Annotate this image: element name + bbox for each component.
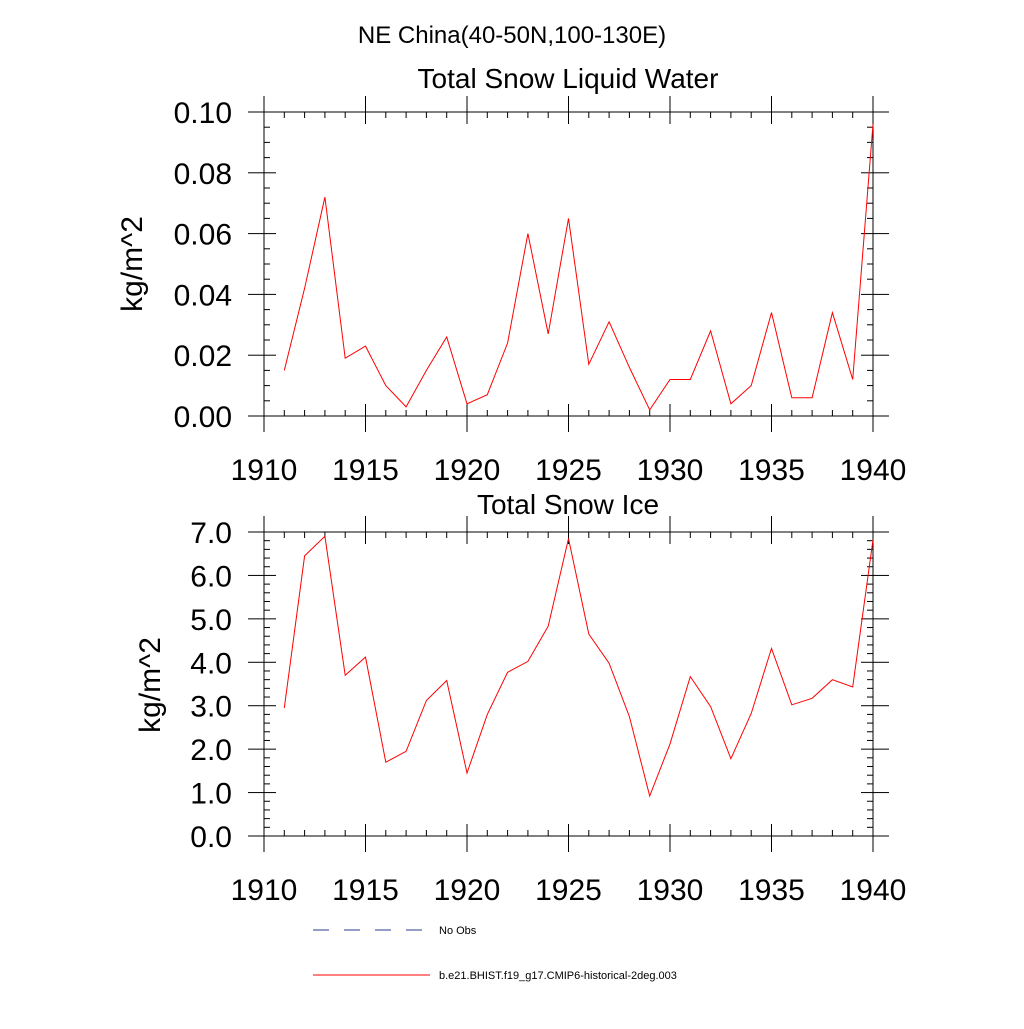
x-tick-label: 1915 — [332, 454, 399, 487]
y-tick-label: 0.0 — [190, 821, 232, 854]
x-tick-label: 1930 — [637, 454, 704, 487]
y-tick-label: 0.02 — [174, 340, 232, 373]
y-tick-label: 0.10 — [174, 97, 232, 130]
y-axis-label: kg/m^2 — [134, 637, 167, 733]
y-axis-label: kg/m^2 — [116, 216, 149, 312]
y-tick-label: 7.0 — [190, 517, 232, 550]
legend-label-model: b.e21.BHIST.f19_g17.CMIP6-historical-2de… — [439, 970, 677, 982]
x-tick-label: 1910 — [231, 454, 298, 487]
x-tick-label: 1915 — [332, 874, 399, 907]
series-line-0 — [283, 124, 874, 411]
legend: No Obs b.e21.BHIST.f19_g17.CMIP6-histori… — [313, 925, 677, 982]
series-line-0 — [283, 535, 874, 798]
x-tick-label: 1925 — [535, 454, 602, 487]
x-tick-label: 1930 — [637, 874, 704, 907]
x-tick-label: 1920 — [434, 454, 501, 487]
y-tick-label: 5.0 — [190, 604, 232, 637]
y-tick-label: 1.0 — [190, 778, 232, 811]
x-tick-label: 1920 — [434, 874, 501, 907]
y-tick-label: 4.0 — [190, 647, 232, 680]
y-tick-label: 0.06 — [174, 219, 232, 252]
y-tick-label: 0.08 — [174, 158, 232, 191]
legend-label-no-obs: No Obs — [439, 925, 477, 937]
y-tick-label: 6.0 — [190, 560, 232, 593]
x-tick-label: 1925 — [535, 874, 602, 907]
y-tick-label: 0.04 — [174, 279, 232, 312]
panel-title: Total Snow Liquid Water — [418, 63, 719, 94]
y-tick-label: 0.00 — [174, 401, 232, 434]
panel-snow-ice: Total Snow Ice kg/m^2 1910 1915 1920 1925 19… — [134, 489, 906, 907]
y-tick-label: 3.0 — [190, 691, 232, 724]
figure-title: NE China(40-50N,100-130E) — [358, 22, 666, 49]
x-tick-label: 1910 — [231, 874, 298, 907]
y-tick-label: 2.0 — [190, 734, 232, 767]
panel-title: Total Snow Ice — [477, 489, 659, 520]
panel-snow-liquid-water: Total Snow Liquid Water kg/m^2 1910 1915 1… — [116, 63, 906, 487]
x-tick-label: 1935 — [738, 454, 805, 487]
x-tick-label: 1935 — [738, 874, 805, 907]
x-tick-label: 1940 — [840, 454, 907, 487]
x-tick-label: 1940 — [840, 874, 907, 907]
